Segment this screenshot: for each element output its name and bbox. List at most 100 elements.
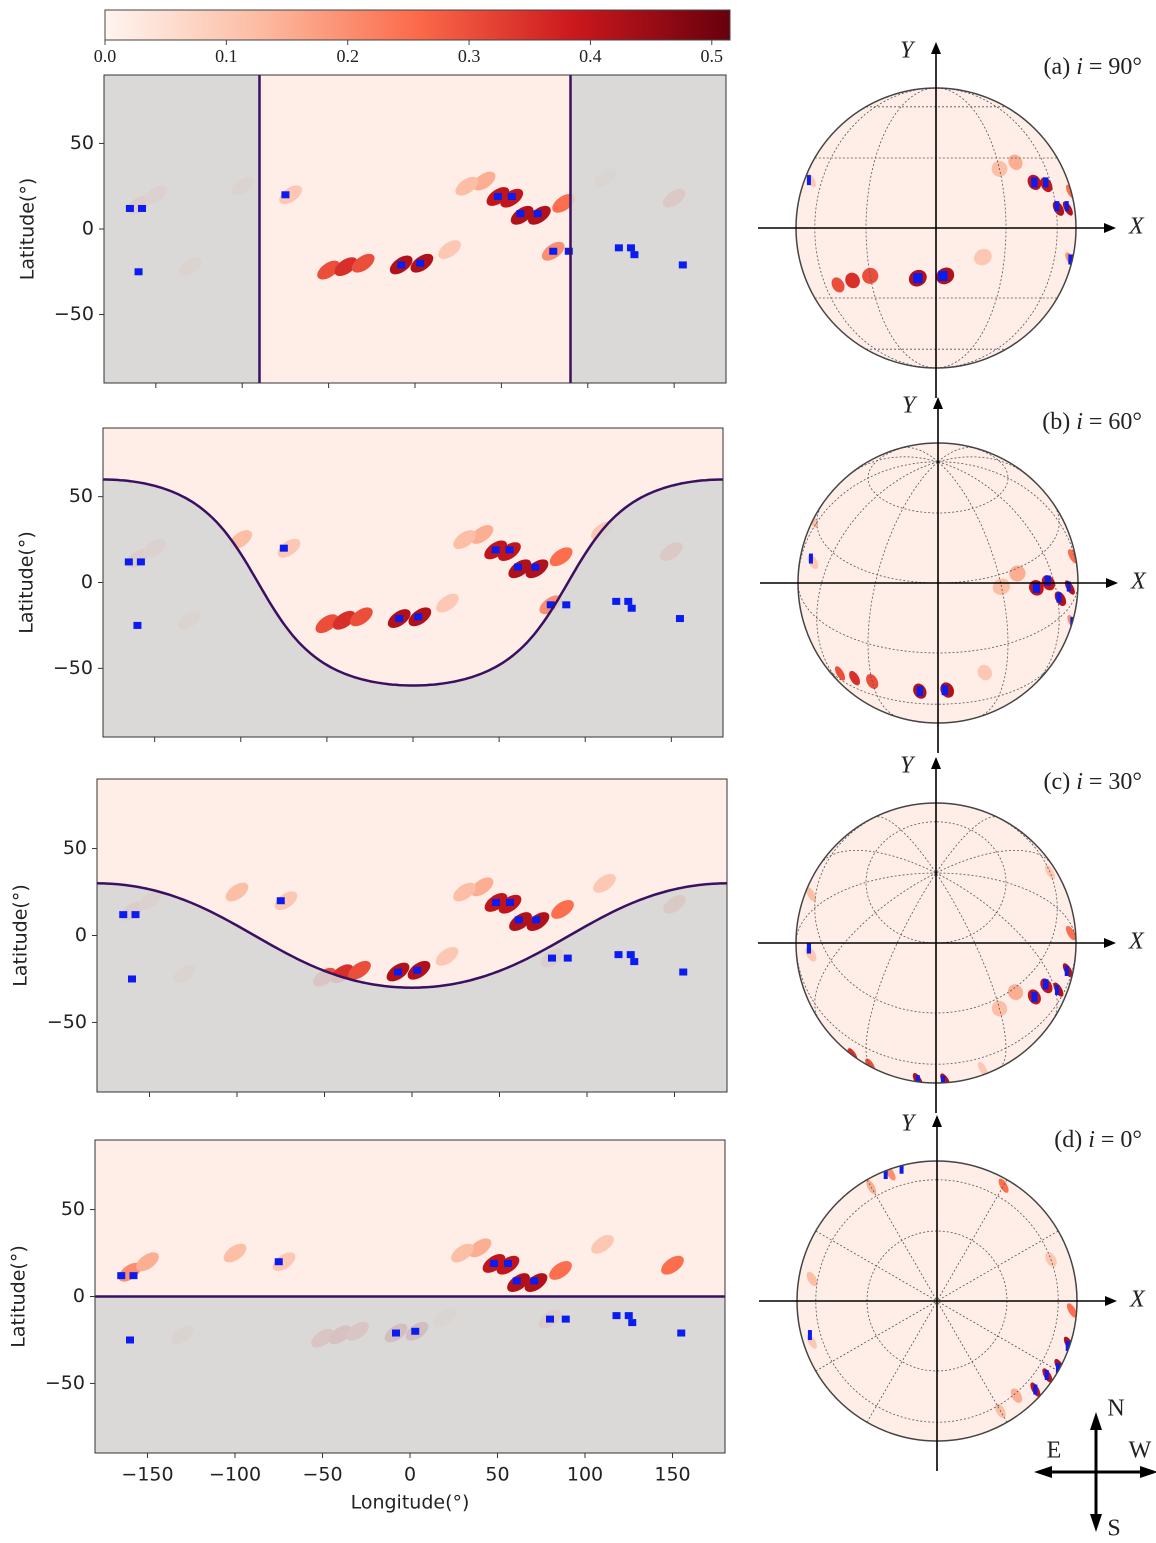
graticule: [936, 1300, 1059, 1372]
globe-spot: [806, 943, 812, 954]
graticule: [935, 872, 1007, 1068]
map-panel: [103, 428, 723, 737]
y-tick-label: −50: [47, 1011, 87, 1033]
globe-spot: [938, 270, 948, 281]
x-tick-label: −150: [121, 1464, 173, 1486]
spot: [138, 204, 147, 212]
graticule: [865, 872, 937, 1068]
x-tick-label: −50: [302, 1464, 342, 1486]
spot: [512, 1277, 521, 1285]
arrowhead: [1104, 938, 1116, 948]
y-axis-label: Latitude(°): [8, 1245, 30, 1348]
globe-spot: [899, 1163, 904, 1174]
globe-spot: [1064, 201, 1069, 212]
globe-spot: [1054, 985, 1059, 996]
spot: [561, 1315, 570, 1323]
y-tick-label: 0: [75, 924, 87, 946]
spot: [134, 268, 143, 276]
spot: [546, 1315, 554, 1323]
globe-spot: [1044, 575, 1051, 586]
globe-spot: [1056, 592, 1062, 603]
graticule: [847, 456, 939, 477]
graticule: [815, 1230, 938, 1302]
y-axis-label: Latitude(°): [17, 178, 39, 281]
globe-spot: [1043, 177, 1049, 188]
spot: [531, 563, 540, 571]
feature: [472, 171, 496, 191]
inclination-symbol: i: [1076, 54, 1083, 80]
graticule: [815, 1300, 938, 1372]
compass-label: W: [1129, 1438, 1152, 1464]
graticule: [935, 872, 1076, 944]
globe-feature: [1007, 984, 1024, 1001]
graticule: [937, 461, 1009, 718]
x-axis-label: Longitude(°): [351, 1492, 470, 1514]
spot: [614, 951, 623, 959]
feature: [661, 1255, 684, 1275]
compass-label: E: [1047, 1438, 1062, 1464]
feature: [348, 960, 371, 980]
globe-spot: [1032, 582, 1040, 593]
spot: [133, 621, 142, 629]
globe-feature: [1009, 565, 1026, 582]
x-tick-label: 100: [567, 1464, 603, 1486]
spot: [414, 613, 423, 621]
spot: [563, 954, 572, 962]
spot: [493, 192, 502, 200]
spot: [627, 604, 636, 612]
x-tick-label: 50: [485, 1464, 509, 1486]
compass-arrowhead: [1140, 1466, 1156, 1478]
compass-arrowhead: [1090, 1514, 1102, 1532]
feature: [334, 257, 358, 277]
spot: [546, 601, 555, 609]
spot: [506, 898, 514, 906]
graticule: [936, 1230, 1059, 1302]
spot: [117, 1272, 126, 1280]
feature: [549, 547, 573, 567]
y-axis-label: Latitude(°): [16, 531, 38, 634]
spot: [678, 261, 687, 269]
globe-x-label: X: [1128, 214, 1145, 240]
inclination-label: = 60°: [1089, 409, 1142, 435]
spot: [530, 1277, 539, 1285]
globe-feature: [1066, 1303, 1077, 1318]
feature: [277, 538, 301, 558]
feature: [549, 1261, 572, 1280]
colorbar-tick-label: 0.5: [701, 46, 724, 66]
inclination-label: = 0°: [1101, 1127, 1142, 1153]
globe-spot: [1068, 254, 1073, 265]
colorbar: [104, 9, 731, 41]
globe-x-label: X: [1130, 569, 1147, 595]
y-tick-label: 0: [81, 571, 93, 593]
arrowhead: [932, 1115, 942, 1127]
graticule: [798, 461, 939, 584]
globe-spot: [916, 686, 923, 697]
arrowhead: [931, 42, 941, 54]
spot: [411, 1327, 420, 1335]
limb-line: [103, 478, 723, 687]
graticule: [820, 850, 937, 874]
feature: [468, 1238, 492, 1258]
inclination-symbol: i: [1088, 1127, 1095, 1153]
spot: [532, 916, 541, 924]
hidden-region: [103, 479, 723, 737]
panel-letter: (d): [1054, 1127, 1082, 1153]
panel-letter: (b): [1042, 409, 1070, 435]
graticule: [866, 1300, 938, 1423]
globe-spot: [941, 685, 949, 696]
feature: [435, 946, 459, 966]
spot: [533, 210, 542, 218]
globe-feature: [1065, 925, 1076, 941]
globe-feature: [977, 1061, 988, 1077]
globe-feature: [835, 666, 846, 681]
globe-spot: [806, 175, 811, 186]
map-panel: [95, 1140, 725, 1453]
spot: [274, 1258, 283, 1266]
panel-letter: (c): [1044, 769, 1071, 795]
globe-spot: [1054, 201, 1060, 212]
feature: [223, 1243, 247, 1263]
globe-spot: [1031, 177, 1038, 188]
graticule: [867, 461, 939, 718]
compass-label: S: [1107, 1516, 1120, 1542]
x-tick-label: −100: [209, 1464, 261, 1486]
